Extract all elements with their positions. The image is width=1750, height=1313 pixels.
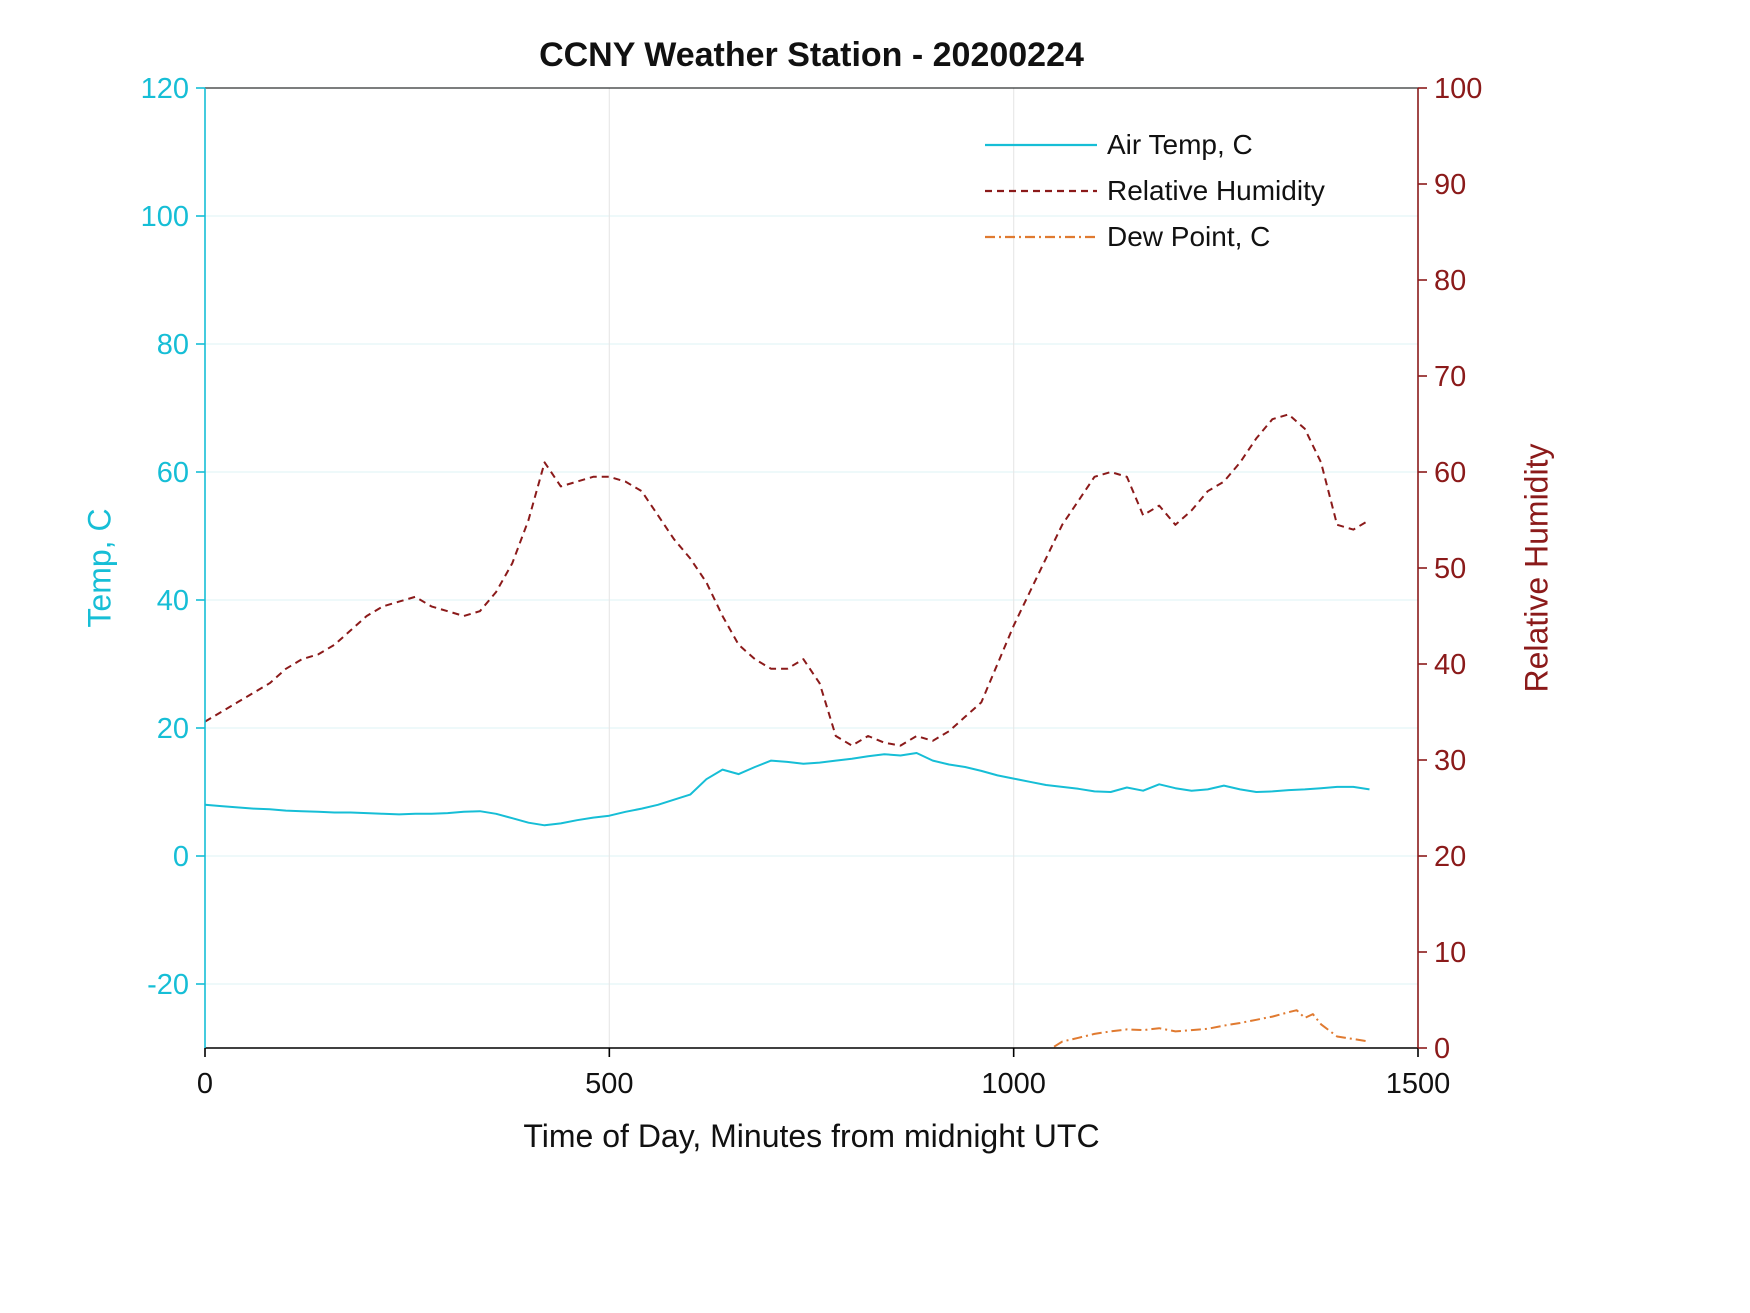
x-tick-labels: 0 500 1000 1500 [197,1048,1450,1100]
svg-text:80: 80 [157,329,189,361]
legend-line-dew-point-icon [985,235,1097,239]
svg-text:100: 100 [1434,73,1482,105]
svg-text:70: 70 [1434,361,1466,393]
right-y-axis-label: Relative Humidity [1518,443,1555,693]
svg-text:120: 120 [141,73,189,105]
chart-title: CCNY Weather Station - 20200224 [539,36,1084,74]
svg-text:80: 80 [1434,265,1466,297]
svg-text:60: 60 [157,457,189,489]
series-relative-humidity [204,413,1371,747]
legend-label-relative-humidity: Relative Humidity [1107,175,1325,206]
series-air-temp-c [204,752,1370,827]
svg-text:0: 0 [1434,1033,1450,1065]
left-tick-labels: -20 0 20 40 60 80 100 120 [141,73,205,1001]
svg-text:0: 0 [173,841,189,873]
svg-text:10: 10 [1434,937,1466,969]
svg-text:100: 100 [141,201,189,233]
series-dew-point-c [1053,1009,1370,1048]
svg-text:90: 90 [1434,169,1466,201]
legend-entry-dew-point: Dew Point, C [985,214,1325,260]
svg-text:1000: 1000 [981,1068,1046,1100]
legend: Air Temp, C Relative Humidity Dew Point,… [985,122,1325,260]
legend-label-dew-point: Dew Point, C [1107,221,1271,252]
svg-text:30: 30 [1434,745,1466,777]
svg-text:40: 40 [157,585,189,617]
left-y-axis-label: Temp, C [81,508,118,628]
svg-text:-20: -20 [147,969,189,1001]
svg-text:0: 0 [197,1068,213,1100]
legend-line-relative-humidity-icon [985,189,1097,193]
svg-text:40: 40 [1434,649,1466,681]
svg-text:500: 500 [585,1068,633,1100]
right-tick-labels: 0 10 20 30 40 50 60 70 80 90 100 [1418,73,1482,1065]
x-axis-label: Time of Day, Minutes from midnight UTC [523,1118,1100,1154]
legend-line-air-temp-icon [985,143,1097,147]
legend-entry-relative-humidity: Relative Humidity [985,168,1325,214]
svg-text:60: 60 [1434,457,1466,489]
svg-text:1500: 1500 [1386,1068,1451,1100]
svg-text:20: 20 [1434,841,1466,873]
svg-text:20: 20 [157,713,189,745]
vertical-gridlines [608,88,1015,1048]
legend-entry-air-temp: Air Temp, C [985,122,1325,168]
horizontal-gridlines [205,87,1418,985]
svg-text:50: 50 [1434,553,1466,585]
legend-label-air-temp: Air Temp, C [1107,129,1253,160]
